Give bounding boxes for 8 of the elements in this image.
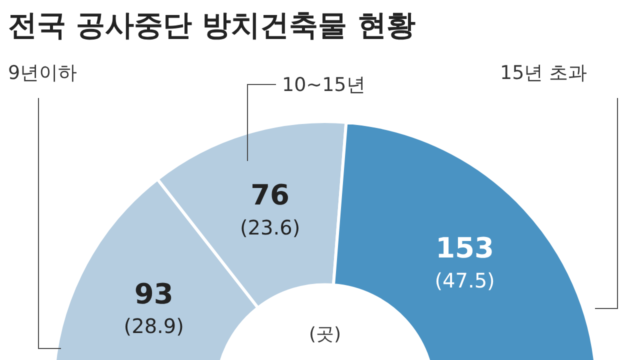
text: (곳) (308, 323, 342, 346)
slice-label: 10~15년 (282, 73, 366, 98)
data-label: 93 (28.9) (124, 277, 184, 338)
chart-title: 전국 공사중단 방치건축물 현황 (8, 7, 416, 44)
slice-label: 9년이하 (8, 61, 78, 86)
data-label: 153 (47.5) (434, 232, 495, 292)
data-label: 76 (23.6) (240, 178, 300, 240)
slice-label: 15년 초과 (500, 61, 588, 86)
